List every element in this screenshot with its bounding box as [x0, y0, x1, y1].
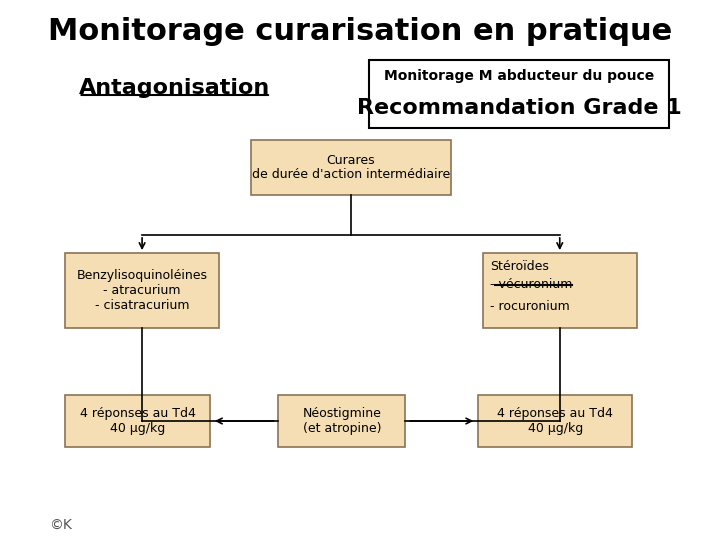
FancyBboxPatch shape: [482, 253, 637, 328]
FancyBboxPatch shape: [369, 60, 669, 128]
Text: Recommandation Grade 1: Recommandation Grade 1: [356, 98, 681, 118]
FancyBboxPatch shape: [65, 395, 210, 447]
Text: ©K: ©K: [50, 518, 72, 532]
Text: - rocuronium: - rocuronium: [490, 300, 570, 314]
Text: Antagonisation: Antagonisation: [78, 78, 270, 98]
Text: - vécuronium: - vécuronium: [490, 279, 572, 292]
FancyBboxPatch shape: [65, 253, 220, 328]
Text: Monitorage curarisation en pratique: Monitorage curarisation en pratique: [48, 17, 672, 46]
Text: Stéroïdes: Stéroïdes: [490, 260, 549, 273]
Text: 4 réponses au Td4
40 μg/kg: 4 réponses au Td4 40 μg/kg: [498, 407, 613, 435]
Text: Curares
de durée d'action intermédiaire: Curares de durée d'action intermédiaire: [252, 153, 450, 181]
Text: 4 réponses au Td4
40 μg/kg: 4 réponses au Td4 40 μg/kg: [80, 407, 196, 435]
Text: Monitorage M abducteur du pouce: Monitorage M abducteur du pouce: [384, 69, 654, 83]
Text: Néostigmine
(et atropine): Néostigmine (et atropine): [302, 407, 382, 435]
Text: Benzylisoquinoléines
- atracurium
- cisatracurium: Benzylisoquinoléines - atracurium - cisa…: [76, 269, 207, 312]
FancyBboxPatch shape: [251, 140, 451, 195]
FancyBboxPatch shape: [478, 395, 632, 447]
FancyBboxPatch shape: [279, 395, 405, 447]
